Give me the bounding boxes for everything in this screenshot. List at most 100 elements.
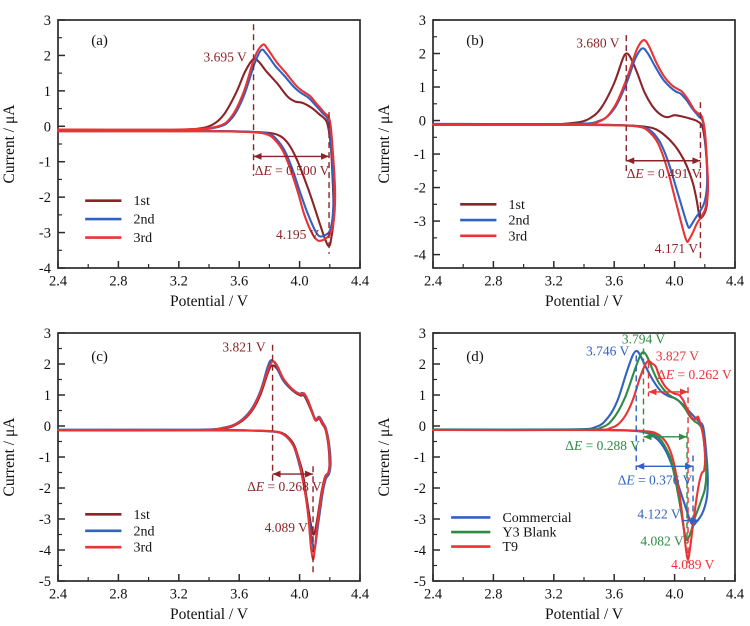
y-axis-title: Current / μA (376, 104, 393, 184)
plot-frame (57, 19, 361, 269)
y-tick-label: 3 (419, 13, 426, 29)
x-tick-label: 3.6 (230, 587, 248, 603)
arrowhead-left (626, 157, 635, 165)
curve-commercial (431, 349, 709, 527)
x-axis-title: Potential / V (170, 606, 249, 623)
x-tick-label: 4.0 (666, 274, 684, 290)
annotation-label: 3.821 V (222, 340, 266, 355)
annotation-label: 3.680 V (576, 35, 620, 50)
annotation-label: 4.089 V (671, 557, 715, 572)
y-tick-label: -1 (39, 450, 51, 466)
curve-3rd (56, 43, 337, 242)
legend-label: 2nd (509, 214, 530, 229)
y-axis-title: Current / μA (376, 417, 393, 497)
x-tick-label: 3.2 (545, 274, 563, 290)
axes: 2.4 2.8 3.2 3.6 4.0 4.4 -4 -3 -2 -1 0 1 2 3 Potential … (376, 13, 745, 310)
x-tick-label: 4.4 (726, 274, 745, 290)
annotation-label: 4.195 V (276, 227, 320, 242)
panel-c-plot: 2.4 2.8 3.2 3.6 4.0 4.4 -5 -4 -3 -2 -1 0 1 2 3 Potentia… (0, 313, 375, 626)
panel-letter: (b) (466, 33, 484, 49)
arrowhead-right (321, 153, 330, 160)
y-tick-label: -4 (39, 543, 52, 559)
panel-letter: (c) (91, 349, 108, 365)
x-tick-label: 4.0 (291, 274, 309, 290)
y-tick-label: -3 (414, 512, 426, 528)
plot-frame (432, 19, 736, 269)
legend-label: T9 (502, 540, 518, 555)
x-tick-label: 2.8 (109, 587, 127, 603)
curve-1st (56, 57, 335, 248)
y-tick-label: 0 (419, 114, 426, 130)
x-tick-label: 2.8 (109, 274, 127, 290)
y-tick-label: -1 (414, 450, 426, 466)
panel-d-figure: 2.4 2.8 3.2 3.6 4.0 4.4 -5 -4 -3 -2 -1 0 1 2 3 Potentia… (375, 313, 750, 626)
x-tick-label: 4.0 (291, 587, 309, 603)
x-tick-label: 3.6 (605, 587, 623, 603)
y-tick-label: -4 (39, 261, 52, 277)
x-tick-label: 4.4 (351, 274, 370, 290)
curve-3rd (431, 38, 709, 243)
legend: 1st 2nd 3rd (85, 194, 155, 246)
annotations: 3.680 V ΔE = 0.491 V 4.171 V (576, 35, 702, 262)
arrowhead-right (685, 462, 694, 470)
panel-b-figure: 2.4 2.8 3.2 3.6 4.0 4.4 -4 -3 -2 -1 0 1 2 3 Potential … (375, 0, 750, 313)
x-tick-label: 3.6 (230, 274, 248, 290)
panel-c-figure: 2.4 2.8 3.2 3.6 4.0 4.4 -5 -4 -3 -2 -1 0 1 2 3 Potentia… (0, 313, 375, 626)
x-tick-label: 2.8 (484, 274, 502, 290)
panel-letter: (d) (466, 349, 484, 365)
series (56, 359, 332, 561)
legend-label: 2nd (134, 524, 155, 539)
y-tick-label: -5 (414, 574, 426, 590)
y-tick-label: 2 (419, 47, 426, 63)
y-axis-title: Current / μA (1, 417, 18, 497)
y-tick-label: -3 (414, 214, 426, 230)
y-tick-label: 0 (44, 419, 51, 435)
y-tick-label: 3 (44, 13, 51, 29)
annotation-label: ΔE = 0.491 V (627, 166, 702, 181)
panel-a-plot: 2.4 2.8 3.2 3.6 4.0 4.4 -4 -3 -2 -1 0 1 2 3 Potential … (0, 0, 375, 313)
axes: 2.4 2.8 3.2 3.6 4.0 4.4 -5 -4 -3 -2 -1 0 1 2 3 Potentia… (376, 326, 745, 623)
annotation-label: 3.794 V (622, 332, 666, 347)
legend-label: 1st (134, 508, 150, 523)
panel-a-figure: 2.4 2.8 3.2 3.6 4.0 4.4 -4 -3 -2 -1 0 1 2 3 Potential … (0, 0, 375, 313)
panel-letter: (a) (91, 33, 108, 49)
panel-d-plot: 2.4 2.8 3.2 3.6 4.0 4.4 -5 -4 -3 -2 -1 0 1 2 3 Potentia… (375, 313, 750, 626)
y-tick-label: 3 (44, 326, 51, 342)
annotation-label: 4.089 V (265, 520, 309, 535)
y-tick-label: -2 (414, 481, 426, 497)
arrowhead-right (692, 157, 701, 165)
annotations: 3.821 V ΔE = 0.268 V 4.089 V (222, 340, 322, 574)
y-axis-title: Current / μA (1, 104, 18, 184)
x-axis-title: Potential / V (545, 293, 624, 310)
legend-label: 3rd (134, 231, 153, 246)
panel-background (0, 313, 375, 626)
y-tick-label: 2 (419, 357, 426, 373)
x-tick-label: 4.4 (726, 587, 745, 603)
x-axis-title: Potential / V (545, 606, 624, 623)
x-tick-label: 2.8 (484, 587, 502, 603)
annotation-label: ΔE = 0.268 V (247, 479, 322, 494)
y-tick-label: -5 (39, 574, 51, 590)
annotation-label: ΔE = 0.376 V (618, 472, 693, 487)
annotations: 3.746 V3.794 V3.827 V ΔE = 0.262 V ΔE = 0.… (565, 332, 732, 573)
annotation-label: 4.082 V (640, 533, 684, 548)
panel-b-plot: 2.4 2.8 3.2 3.6 4.0 4.4 -4 -3 -2 -1 0 1 2 3 Potential … (375, 0, 750, 313)
series (431, 349, 709, 561)
axes: 2.4 2.8 3.2 3.6 4.0 4.4 -4 -3 -2 -1 0 1 2 3 Potential … (1, 13, 370, 310)
panel-background (375, 0, 750, 313)
arrowhead-left (636, 462, 645, 470)
annotation-label: ΔE = 0.500 V (255, 163, 330, 178)
x-tick-label: 3.6 (605, 274, 623, 290)
y-tick-label: 2 (44, 48, 51, 64)
x-tick-label: 3.2 (170, 587, 188, 603)
x-tick-label: 3.2 (545, 587, 563, 603)
curve-t9 (431, 359, 707, 561)
legend-label: Commercial (502, 511, 571, 526)
x-axis-title: Potential / V (170, 293, 249, 310)
annotation-label: ΔE = 0.262 V (657, 367, 732, 382)
arrowhead-right (305, 470, 314, 478)
y-tick-label: -2 (39, 190, 51, 206)
y-tick-label: 1 (44, 388, 51, 404)
